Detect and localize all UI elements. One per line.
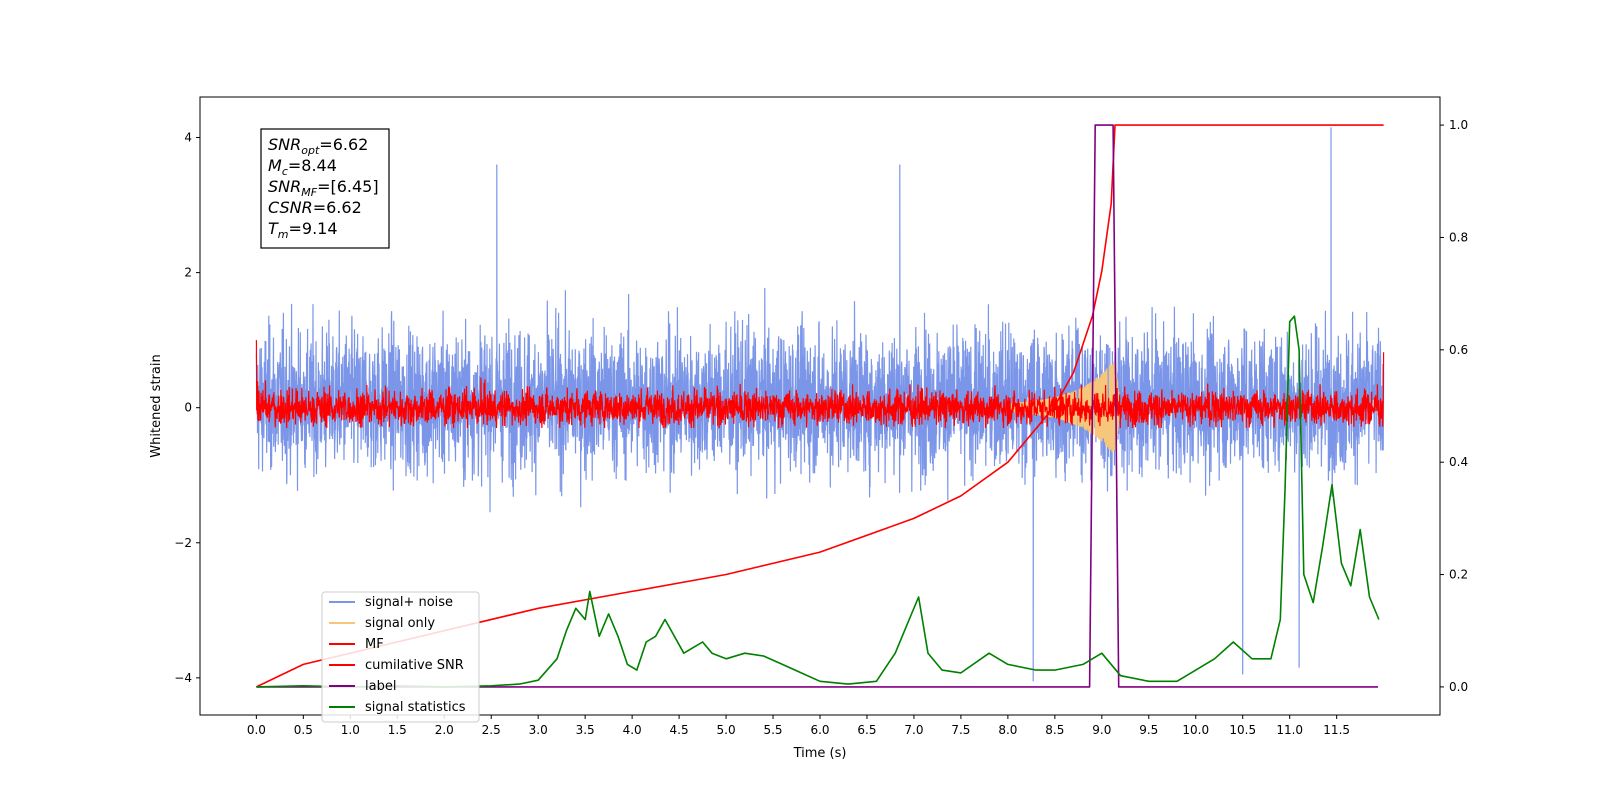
y2-tick-label: 0.4 xyxy=(1449,455,1468,469)
x-tick-label: 10.0 xyxy=(1182,723,1209,737)
y-tick-label: 2 xyxy=(184,266,192,280)
y2-tick-label: 0.2 xyxy=(1449,568,1468,582)
x-tick-label: 11.5 xyxy=(1323,723,1350,737)
y2-tick-label: 1.0 xyxy=(1449,118,1468,132)
annotation-line: SNRopt=6.62 xyxy=(268,135,368,157)
y-tick-label: −2 xyxy=(174,536,192,550)
y-tick-label: −4 xyxy=(174,671,192,685)
x-tick-label: 7.5 xyxy=(951,723,970,737)
x-tick-label: 8.5 xyxy=(1045,723,1064,737)
x-tick-label: 8.0 xyxy=(998,723,1017,737)
series-signal-noise xyxy=(255,127,1385,682)
x-tick-label: 6.5 xyxy=(857,723,876,737)
y2-tick-label: 0.8 xyxy=(1449,230,1468,244)
legend-label: cumilative SNR xyxy=(365,658,464,673)
x-tick-label: 0.5 xyxy=(294,723,313,737)
y2-tick-label: 0.6 xyxy=(1449,343,1468,357)
axes-ticks: 0.0 0.5 1.0 1.5 2.0 2.5 3.0 3.5 4.0 4.5 5.0 5.5 6.0 6… xyxy=(174,118,1468,737)
x-tick-label: 1.5 xyxy=(388,723,407,737)
y-axis-label: Whitened strain xyxy=(149,354,164,457)
y-tick-label: 4 xyxy=(184,131,192,145)
x-tick-label: 7.0 xyxy=(904,723,923,737)
x-tick-label: 5.0 xyxy=(717,723,736,737)
x-tick-label: 6.0 xyxy=(810,723,829,737)
x-tick-label: 10.5 xyxy=(1229,723,1256,737)
x-tick-label: 9.0 xyxy=(1092,723,1111,737)
legend-label: signal statistics xyxy=(365,700,466,715)
x-tick-label: 9.5 xyxy=(1139,723,1158,737)
annotation-line: SNRMF=[6.45] xyxy=(268,177,379,199)
y2-tick-label: 0.0 xyxy=(1449,680,1468,694)
series-signal-statistics xyxy=(256,315,1380,688)
legend-label: signal only xyxy=(365,616,435,631)
x-tick-label: 11.0 xyxy=(1276,723,1303,737)
legend: signal+ noise signal only MF cumilative SNR… xyxy=(321,591,480,723)
x-tick-label: 5.5 xyxy=(763,723,782,737)
annotation-frame xyxy=(260,128,390,249)
annotation-line: CSNR=6.62 xyxy=(268,198,362,217)
series-label xyxy=(256,124,1378,688)
legend-label: signal+ noise xyxy=(365,595,453,610)
x-tick-label: 3.5 xyxy=(576,723,595,737)
x-tick-label: 4.0 xyxy=(623,723,642,737)
legend-frame xyxy=(321,591,480,723)
x-tick-label: 0.0 xyxy=(247,723,266,737)
legend-label: label xyxy=(365,679,396,694)
x-axis-label: Time (s) xyxy=(793,746,847,761)
y-tick-label: 0 xyxy=(184,401,192,415)
x-tick-label: 3.0 xyxy=(529,723,548,737)
annotation-line: Tm=9.14 xyxy=(268,219,338,241)
series-mf xyxy=(255,340,1385,429)
x-tick-label: 2.5 xyxy=(482,723,501,737)
x-tick-label: 4.5 xyxy=(670,723,689,737)
x-tick-label: 2.0 xyxy=(435,723,454,737)
annotation-line: Mc=8.44 xyxy=(268,156,337,178)
legend-label: MF xyxy=(365,637,384,652)
x-tick-label: 1.0 xyxy=(341,723,360,737)
